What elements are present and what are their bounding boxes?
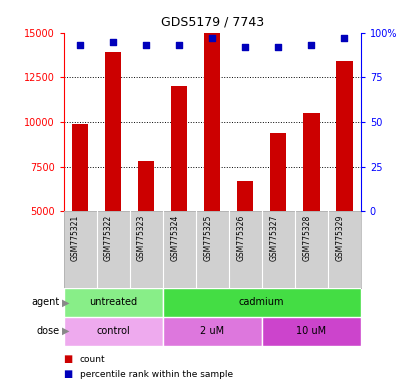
- Text: GSM775325: GSM775325: [203, 214, 212, 261]
- Bar: [137, 161, 154, 211]
- Bar: [171, 86, 187, 211]
- Bar: [105, 52, 121, 211]
- Bar: [269, 132, 286, 211]
- Text: untreated: untreated: [89, 297, 137, 308]
- Text: ▶: ▶: [61, 297, 69, 308]
- Point: [208, 35, 215, 41]
- Text: percentile rank within the sample: percentile rank within the sample: [80, 370, 232, 379]
- Text: 10 uM: 10 uM: [295, 326, 326, 336]
- Point: [175, 42, 182, 48]
- Bar: [162, 288, 360, 317]
- Text: ▶: ▶: [61, 326, 69, 336]
- Bar: [302, 113, 319, 211]
- Bar: [63, 317, 162, 346]
- Bar: [236, 181, 253, 211]
- Bar: [63, 288, 162, 317]
- Point: [76, 42, 83, 48]
- Text: cadmium: cadmium: [238, 297, 284, 308]
- Text: count: count: [80, 354, 106, 364]
- Point: [307, 42, 314, 48]
- Text: GSM775324: GSM775324: [170, 214, 179, 261]
- Text: ■: ■: [63, 354, 73, 364]
- Bar: [72, 124, 88, 211]
- Text: agent: agent: [31, 297, 59, 308]
- Text: GSM775327: GSM775327: [269, 214, 278, 261]
- Text: GSM775329: GSM775329: [335, 214, 344, 261]
- Bar: [261, 317, 360, 346]
- Text: GSM775328: GSM775328: [301, 214, 310, 260]
- Point: [340, 35, 347, 41]
- Text: control: control: [96, 326, 130, 336]
- Text: dose: dose: [36, 326, 59, 336]
- Point: [274, 44, 281, 50]
- Text: GSM775326: GSM775326: [236, 214, 245, 261]
- Point: [142, 42, 149, 48]
- Text: GSM775323: GSM775323: [137, 214, 146, 261]
- Point: [241, 44, 248, 50]
- Bar: [162, 317, 261, 346]
- Text: GSM775322: GSM775322: [104, 214, 113, 260]
- Bar: [203, 33, 220, 211]
- Bar: [335, 61, 352, 211]
- Text: 2 uM: 2 uM: [200, 326, 224, 336]
- Text: GSM775321: GSM775321: [71, 214, 80, 260]
- Point: [110, 38, 116, 45]
- Text: GDS5179 / 7743: GDS5179 / 7743: [160, 16, 263, 29]
- Text: ■: ■: [63, 369, 73, 379]
